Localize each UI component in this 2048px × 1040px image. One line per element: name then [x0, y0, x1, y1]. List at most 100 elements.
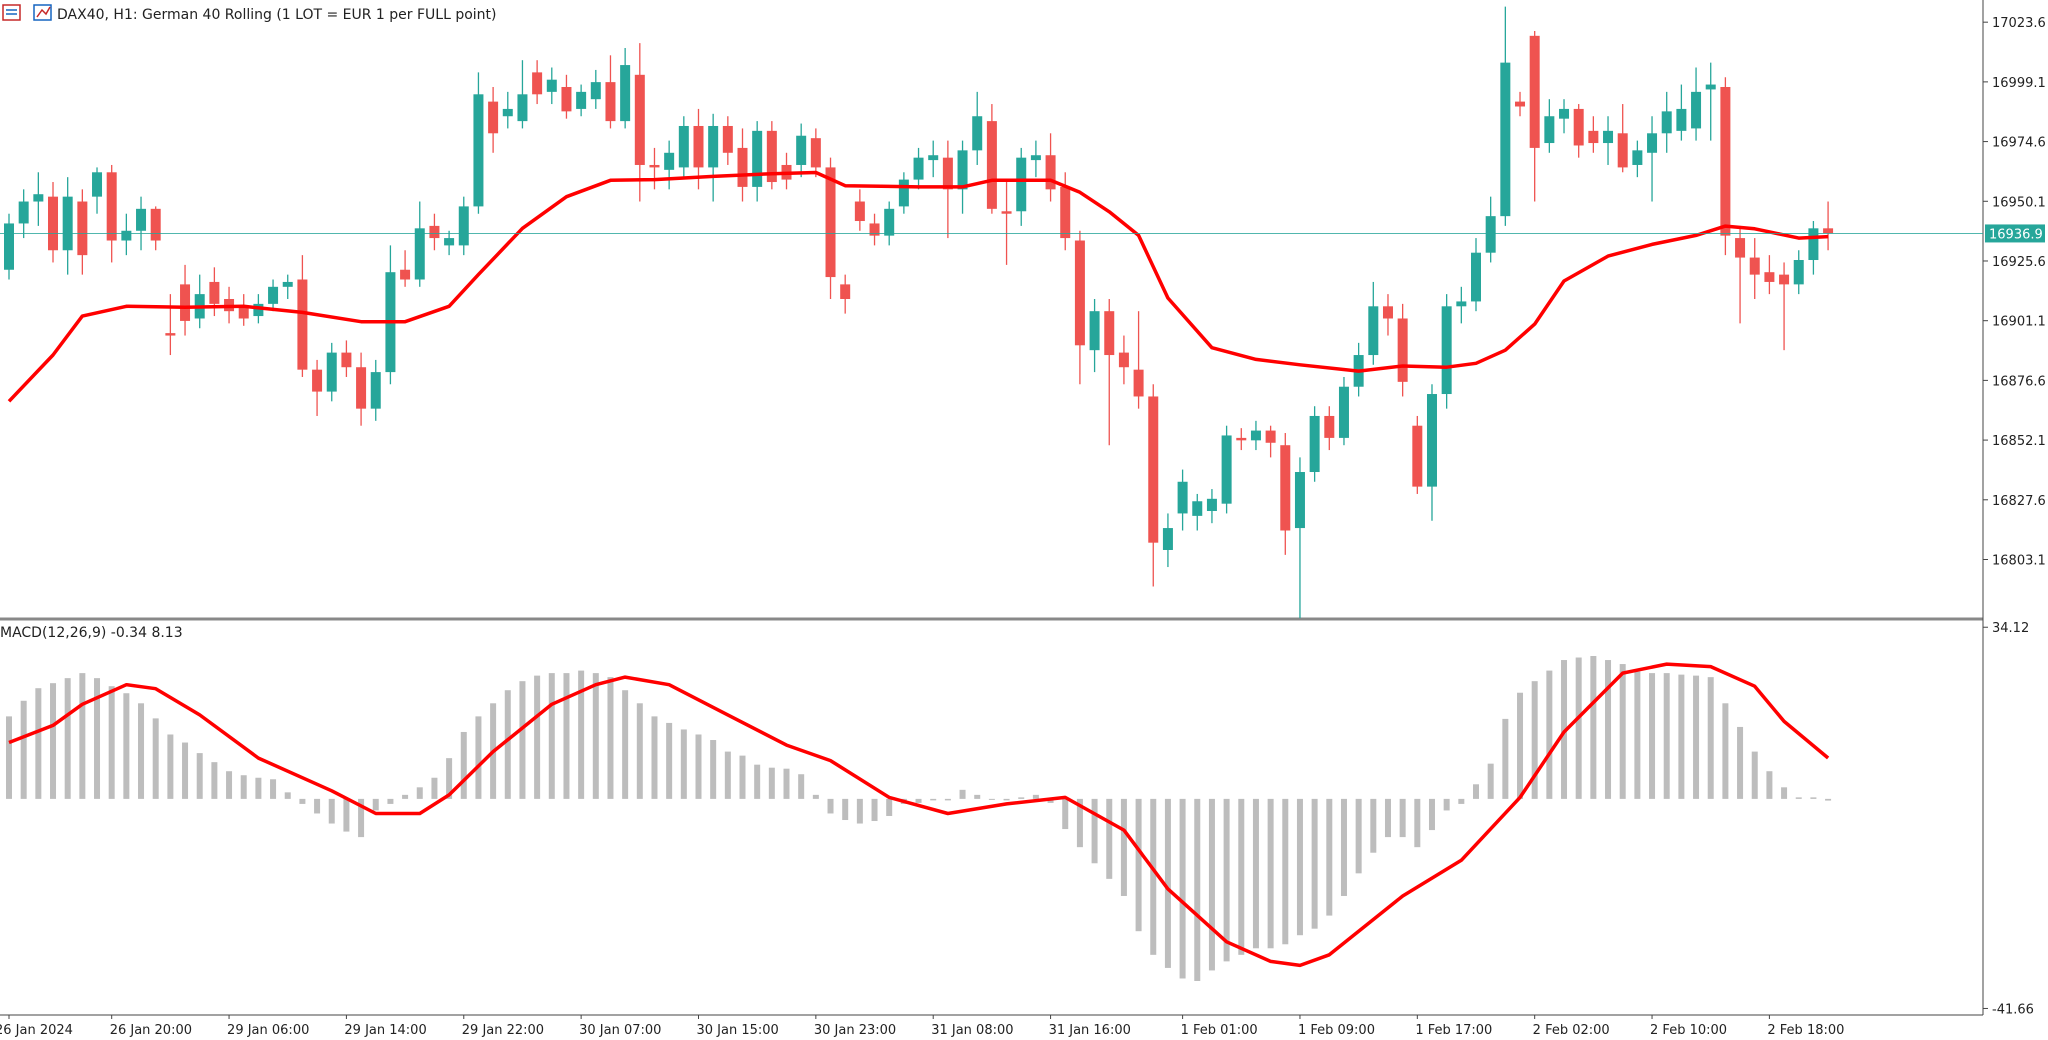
histogram-bar	[930, 798, 937, 801]
histogram-bar	[1795, 797, 1802, 799]
y-tick-label: 16803.1	[1992, 553, 2046, 568]
histogram-bar	[358, 798, 365, 838]
histogram-bar	[1443, 798, 1450, 811]
y-tick-label: 16950.1	[1992, 195, 2046, 210]
histogram-bar	[988, 798, 995, 800]
candle-body	[1823, 228, 1834, 234]
x-tick-label: 2 Feb 18:00	[1767, 1023, 1844, 1038]
histogram-bar	[431, 777, 438, 799]
histogram-bar	[387, 798, 394, 804]
histogram-bar	[548, 673, 555, 799]
candle-body	[1808, 228, 1819, 261]
candle-body	[1368, 306, 1379, 356]
histogram-bar	[827, 798, 834, 814]
histogram-bar	[768, 767, 775, 799]
histogram-bar	[1076, 798, 1083, 848]
candle-body	[473, 94, 484, 207]
x-tick-label: 30 Jan 23:00	[814, 1023, 896, 1038]
histogram-bar	[1238, 798, 1245, 955]
histogram-bar	[1546, 670, 1553, 799]
candle-body	[1397, 318, 1408, 382]
histogram-bar	[1296, 798, 1303, 936]
candle-body	[1500, 62, 1511, 217]
candle-body	[590, 82, 601, 100]
histogram-bar	[754, 764, 761, 799]
candle-body	[62, 196, 73, 251]
candle-body	[1236, 437, 1247, 441]
candle-body	[121, 230, 132, 241]
y-tick-label: 16925.6	[1992, 255, 2046, 270]
x-tick-label: 1 Feb 01:00	[1181, 1023, 1258, 1038]
histogram-bar	[255, 777, 262, 799]
histogram-bar	[1135, 798, 1142, 932]
candle-body	[1485, 216, 1496, 253]
histogram-bar	[328, 798, 335, 824]
histogram-bar	[1399, 798, 1406, 838]
candle-body	[238, 306, 249, 319]
candle-body	[1148, 396, 1159, 543]
candle-body	[1588, 130, 1599, 144]
x-tick-label: 1 Feb 17:00	[1415, 1023, 1492, 1038]
histogram-bar	[959, 789, 966, 799]
candle-body	[1118, 352, 1129, 368]
candle-body	[869, 223, 880, 236]
candle-body	[1764, 272, 1775, 282]
candle-body	[1544, 116, 1555, 144]
indicator-line	[8, 662, 1830, 968]
candle-body	[106, 172, 117, 241]
candle-body	[1324, 415, 1335, 438]
candle-body	[1060, 186, 1071, 239]
candle-body	[1705, 84, 1716, 90]
histogram-bar	[636, 703, 643, 799]
y-tick-label: -41.66	[1992, 1002, 2034, 1017]
candle-body	[649, 164, 660, 168]
histogram-bar	[196, 753, 203, 799]
candle-body	[1192, 501, 1203, 516]
candle-body	[92, 172, 103, 197]
histogram-bar	[871, 798, 878, 822]
histogram-bar	[167, 734, 174, 799]
candle-body	[1382, 306, 1393, 319]
candle-body	[1426, 394, 1437, 487]
candle-body	[400, 269, 411, 280]
histogram-bar	[812, 794, 819, 799]
histogram-bar	[314, 798, 321, 814]
histogram-bar	[1179, 798, 1186, 979]
histogram-bar	[1150, 798, 1157, 955]
histogram-bar	[1707, 677, 1714, 799]
candle-body	[693, 125, 704, 168]
candle-body	[150, 208, 161, 241]
candle-body	[33, 194, 44, 202]
candle-body	[576, 91, 587, 109]
candle-body	[1720, 86, 1731, 236]
candle-body	[517, 94, 528, 122]
candle-body	[722, 125, 733, 153]
menu-icon[interactable]	[2, 4, 21, 21]
chart-icon[interactable]	[33, 4, 52, 21]
candle-body	[1749, 257, 1760, 275]
candle-body	[620, 65, 631, 122]
histogram-bar	[1018, 797, 1025, 799]
candle-body	[414, 228, 425, 280]
histogram-bar	[1634, 671, 1641, 799]
histogram-bar	[1810, 797, 1817, 799]
histogram-bar	[1737, 726, 1744, 799]
y-tick-label: 17023.6	[1992, 16, 2046, 31]
candle-body	[1573, 108, 1584, 146]
histogram-bar	[783, 768, 790, 799]
candle-body	[1104, 311, 1115, 356]
histogram-bar	[1252, 798, 1259, 949]
histogram-bar	[519, 681, 526, 799]
candle-body	[708, 125, 719, 168]
x-tick-label: 29 Jan 14:00	[344, 1023, 426, 1038]
histogram	[6, 656, 1832, 981]
histogram-bar	[1561, 660, 1568, 799]
histogram-bar	[1605, 660, 1612, 799]
candle-body	[1676, 108, 1687, 131]
histogram-bar	[1722, 703, 1729, 799]
candle-body	[1133, 369, 1144, 397]
candle-body	[1177, 481, 1188, 514]
histogram-bar	[1517, 692, 1524, 799]
histogram-bar	[1062, 798, 1069, 830]
candle-body	[1250, 430, 1261, 441]
